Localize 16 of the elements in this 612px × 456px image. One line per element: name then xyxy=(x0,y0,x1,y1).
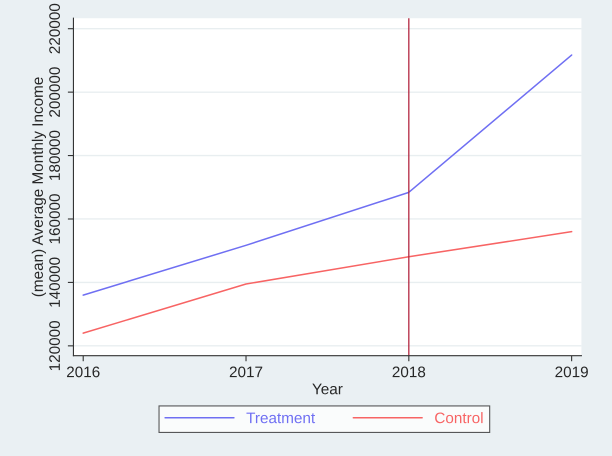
line-series xyxy=(82,230,572,334)
x-tick-label: 2017 xyxy=(230,366,262,378)
x-axis-title: Year xyxy=(312,384,343,394)
legend-label: Treatment xyxy=(246,412,316,424)
y-tick-label: 200000 xyxy=(49,67,60,117)
y-tick-label: 160000 xyxy=(49,194,60,244)
x-tick-label: 2018 xyxy=(392,366,426,378)
y-tick-label: 140000 xyxy=(49,258,60,307)
x-tick-label: 2019 xyxy=(555,366,588,378)
y-axis-title: (mean) Average Monthly Income xyxy=(32,77,46,296)
y-tick-label: 180000 xyxy=(49,130,60,180)
y-tick-label: 120000 xyxy=(49,320,60,370)
legend-label: Control xyxy=(435,412,483,424)
line-series xyxy=(82,54,572,296)
x-tick-label: 2016 xyxy=(66,366,100,378)
y-tick-label: 220000 xyxy=(49,4,60,54)
